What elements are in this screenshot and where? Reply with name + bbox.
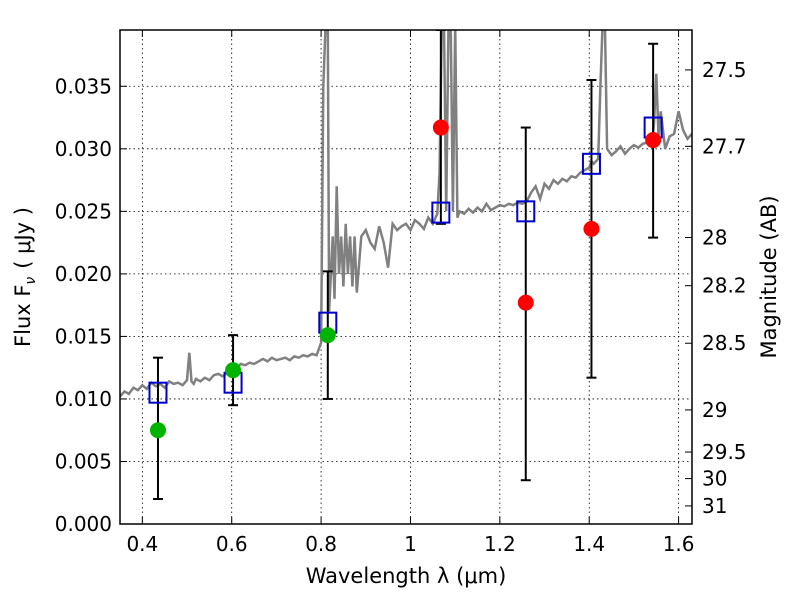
red-point	[645, 132, 662, 149]
model-box	[581, 152, 601, 175]
y-tick-label: 0.005	[55, 449, 112, 473]
plot-area	[120, 30, 692, 500]
y2-tick-label: 28.2	[702, 274, 747, 298]
y-axis-label-main: Flux F	[11, 285, 35, 347]
x-tick-label: 0.6	[216, 532, 248, 556]
y2-tick-label: 27.7	[702, 134, 747, 158]
y2-tick-label: 30	[702, 467, 727, 491]
y-tick-label: 0.030	[55, 137, 112, 161]
y2-tick-label: 29	[702, 398, 727, 422]
y-tick-label: 0.020	[55, 262, 112, 286]
red-point	[432, 119, 449, 136]
y-tick-label: 0.010	[55, 387, 112, 411]
y2-tick-label: 28	[702, 225, 727, 249]
x-tick-label: 1.6	[663, 532, 695, 556]
y-axis-label-unit: ( μJy )	[11, 207, 35, 269]
red-point	[517, 294, 534, 311]
axes: 0.4 0.6 0.8 1 1.2 1.4 1.6 0.000 0.005 0.010 0.015 0…	[55, 30, 747, 556]
detection-point	[225, 362, 242, 379]
y2-axis-label: Magnitude (AB)	[757, 195, 781, 358]
y-axis-label: Flux Fν ( μJy )	[11, 207, 39, 347]
model-box	[431, 201, 451, 224]
x-axis-label: Wavelength λ (μm)	[306, 564, 507, 588]
y2-tick-label: 29.5	[702, 440, 747, 464]
x-tick-label: 1.4	[573, 532, 605, 556]
y-tick-label: 0.035	[55, 74, 112, 98]
detection-point	[149, 422, 166, 439]
model-box	[516, 200, 536, 223]
red-point	[583, 220, 600, 237]
y2-tick-label: 27.5	[702, 58, 747, 82]
y-tick-label: 0.015	[55, 324, 112, 348]
spectrum-line	[120, 30, 692, 398]
model-box	[148, 381, 168, 404]
x-tick-label: 1	[404, 532, 417, 556]
data-clip-group	[120, 30, 692, 500]
detection-point	[319, 327, 336, 344]
x-tick-label: 0.4	[126, 532, 158, 556]
y2-tick-label: 28.5	[702, 331, 747, 355]
y2-tick-label: 31	[702, 494, 727, 518]
x-tick-label: 1.2	[484, 532, 516, 556]
plot-frame	[119, 29, 693, 525]
x-tick-label: 0.8	[305, 532, 337, 556]
y-tick-label: 0.000	[55, 512, 112, 536]
y-axis-label-sub: ν	[23, 277, 39, 285]
y-tick-label: 0.025	[55, 199, 112, 223]
